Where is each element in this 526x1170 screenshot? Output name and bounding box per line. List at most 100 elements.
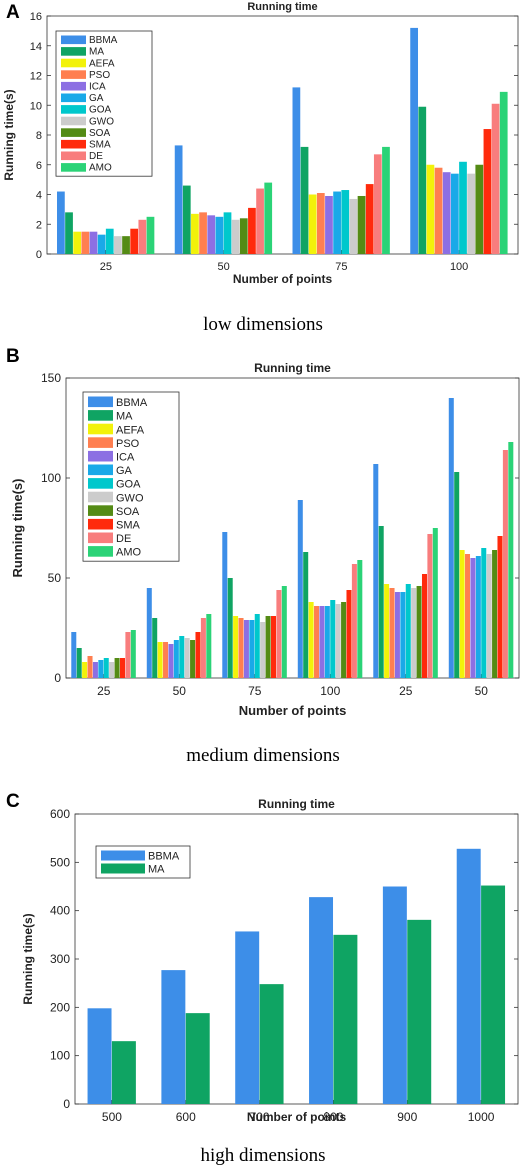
x-tick-label: 600 [176,1110,196,1124]
bar-ica-75 [325,195,333,254]
bar-de-50 [502,450,508,678]
bar-soa-25 [114,658,120,678]
bar-pso-50 [163,642,169,678]
bar-sma-25 [119,658,125,678]
legend-swatch-ma [61,47,86,56]
legend-swatch-amo [61,163,86,172]
bar-bbma-600 [161,970,186,1104]
chart-title: Running time [254,361,331,375]
y-tick-label: 100 [41,471,61,485]
bar-sma-50 [248,207,256,254]
bar-soa-75 [265,616,271,678]
bar-ica-25 [89,231,98,254]
bar-ma-25 [76,648,82,678]
bar-goa-25 [405,584,411,678]
bar-bbma-25 [71,632,77,678]
y-tick-label: 500 [50,855,70,869]
bar-ga-25 [97,234,106,254]
legend-swatch-de [61,151,86,161]
bar-bbma-700 [235,931,260,1104]
bar-gwo-25 [114,236,122,254]
bar-amo-100 [357,560,363,678]
x-axis-label: Number of points [247,1110,347,1124]
x-tick-label: 1000 [468,1110,495,1124]
x-tick-label: 25 [100,261,112,273]
bar-aefa-100 [426,164,435,254]
bar-goa-25 [105,228,114,254]
y-tick-label: 4 [36,190,42,202]
bar-gwo-75 [349,198,358,254]
y-tick-label: 8 [36,130,42,142]
bar-sma-75 [270,616,276,678]
bar-sma-50 [497,536,503,678]
bar-bbma-75 [222,532,228,678]
y-axis-label: Running time(s) [10,479,25,578]
caption-b: medium dimensions [186,745,340,766]
bar-pso-50 [199,212,207,254]
legend-label-pso: PSO [89,70,110,81]
bar-ga-75 [333,191,341,254]
bar-ma-75 [227,578,233,678]
bar-aefa-75 [308,194,317,254]
panel-letter-a: A [6,2,20,23]
bar-bbma-500 [87,1008,112,1104]
bar-pso-25 [81,231,90,254]
legend-swatch-sma [61,139,86,149]
legend-label-sma: SMA [89,140,111,151]
bar-de-75 [373,154,382,254]
bar-ga-100 [324,606,330,678]
y-tick-label: 100 [50,1049,70,1063]
bar-de-25 [427,534,433,678]
legend-swatch-aefa [88,423,113,435]
bar-amo-25 [146,216,155,254]
legend-label-bbma: BBMA [148,851,180,863]
legend-label-bbma: BBMA [89,35,118,46]
bar-pso-100 [314,606,320,678]
y-tick-label: 300 [50,952,70,966]
bar-ga-50 [173,640,179,678]
bar-pso-25 [87,656,93,678]
plot-area [65,377,520,679]
bar-bbma-900 [382,886,407,1104]
bar-goa-75 [254,614,260,678]
bar-goa-25 [103,658,109,678]
bar-pso-25 [389,588,395,678]
bar-amo-50 [264,182,273,254]
bar-amo-100 [499,91,508,254]
y-tick-label: 50 [48,571,62,585]
legend-swatch-bbma [88,396,113,408]
bar-ma-500 [111,1041,136,1104]
y-axis-label: Running time(s) [21,913,35,1004]
bar-de-25 [138,219,147,254]
bar-pso-75 [316,193,325,254]
bar-soa-25 [122,236,130,254]
bar-ica-50 [168,644,174,678]
legend-swatch-pso [88,437,113,448]
x-tick-label: 50 [218,261,230,273]
caption-c: high dimensions [200,1145,326,1166]
bar-ma-50 [454,472,460,678]
bar-bbma-75 [292,87,301,255]
bar-sma-50 [195,632,201,678]
bar-ica-50 [207,215,216,254]
chart-b: Running time 0 50 100 150 Running time(s) 25 50… [10,361,520,718]
bar-pso-100 [434,167,443,254]
y-tick-label: 16 [30,11,42,23]
bar-ma-25 [378,526,384,678]
legend-label-aefa: AEFA [89,58,115,69]
bar-ica-100 [442,172,451,254]
bar-pso-50 [465,554,471,678]
bar-ga-25 [98,660,104,678]
bar-gwo-100 [335,604,341,678]
legend-label-amo: AMO [116,547,142,559]
bar-bbma-50 [448,398,454,678]
legend-label-ma: MA [148,864,165,876]
legend-label-soa: SOA [116,506,140,518]
bar-aefa-25 [73,231,82,254]
bar-de-75 [276,590,282,678]
y-tick-label: 14 [30,41,42,53]
bar-bbma-25 [373,464,379,678]
